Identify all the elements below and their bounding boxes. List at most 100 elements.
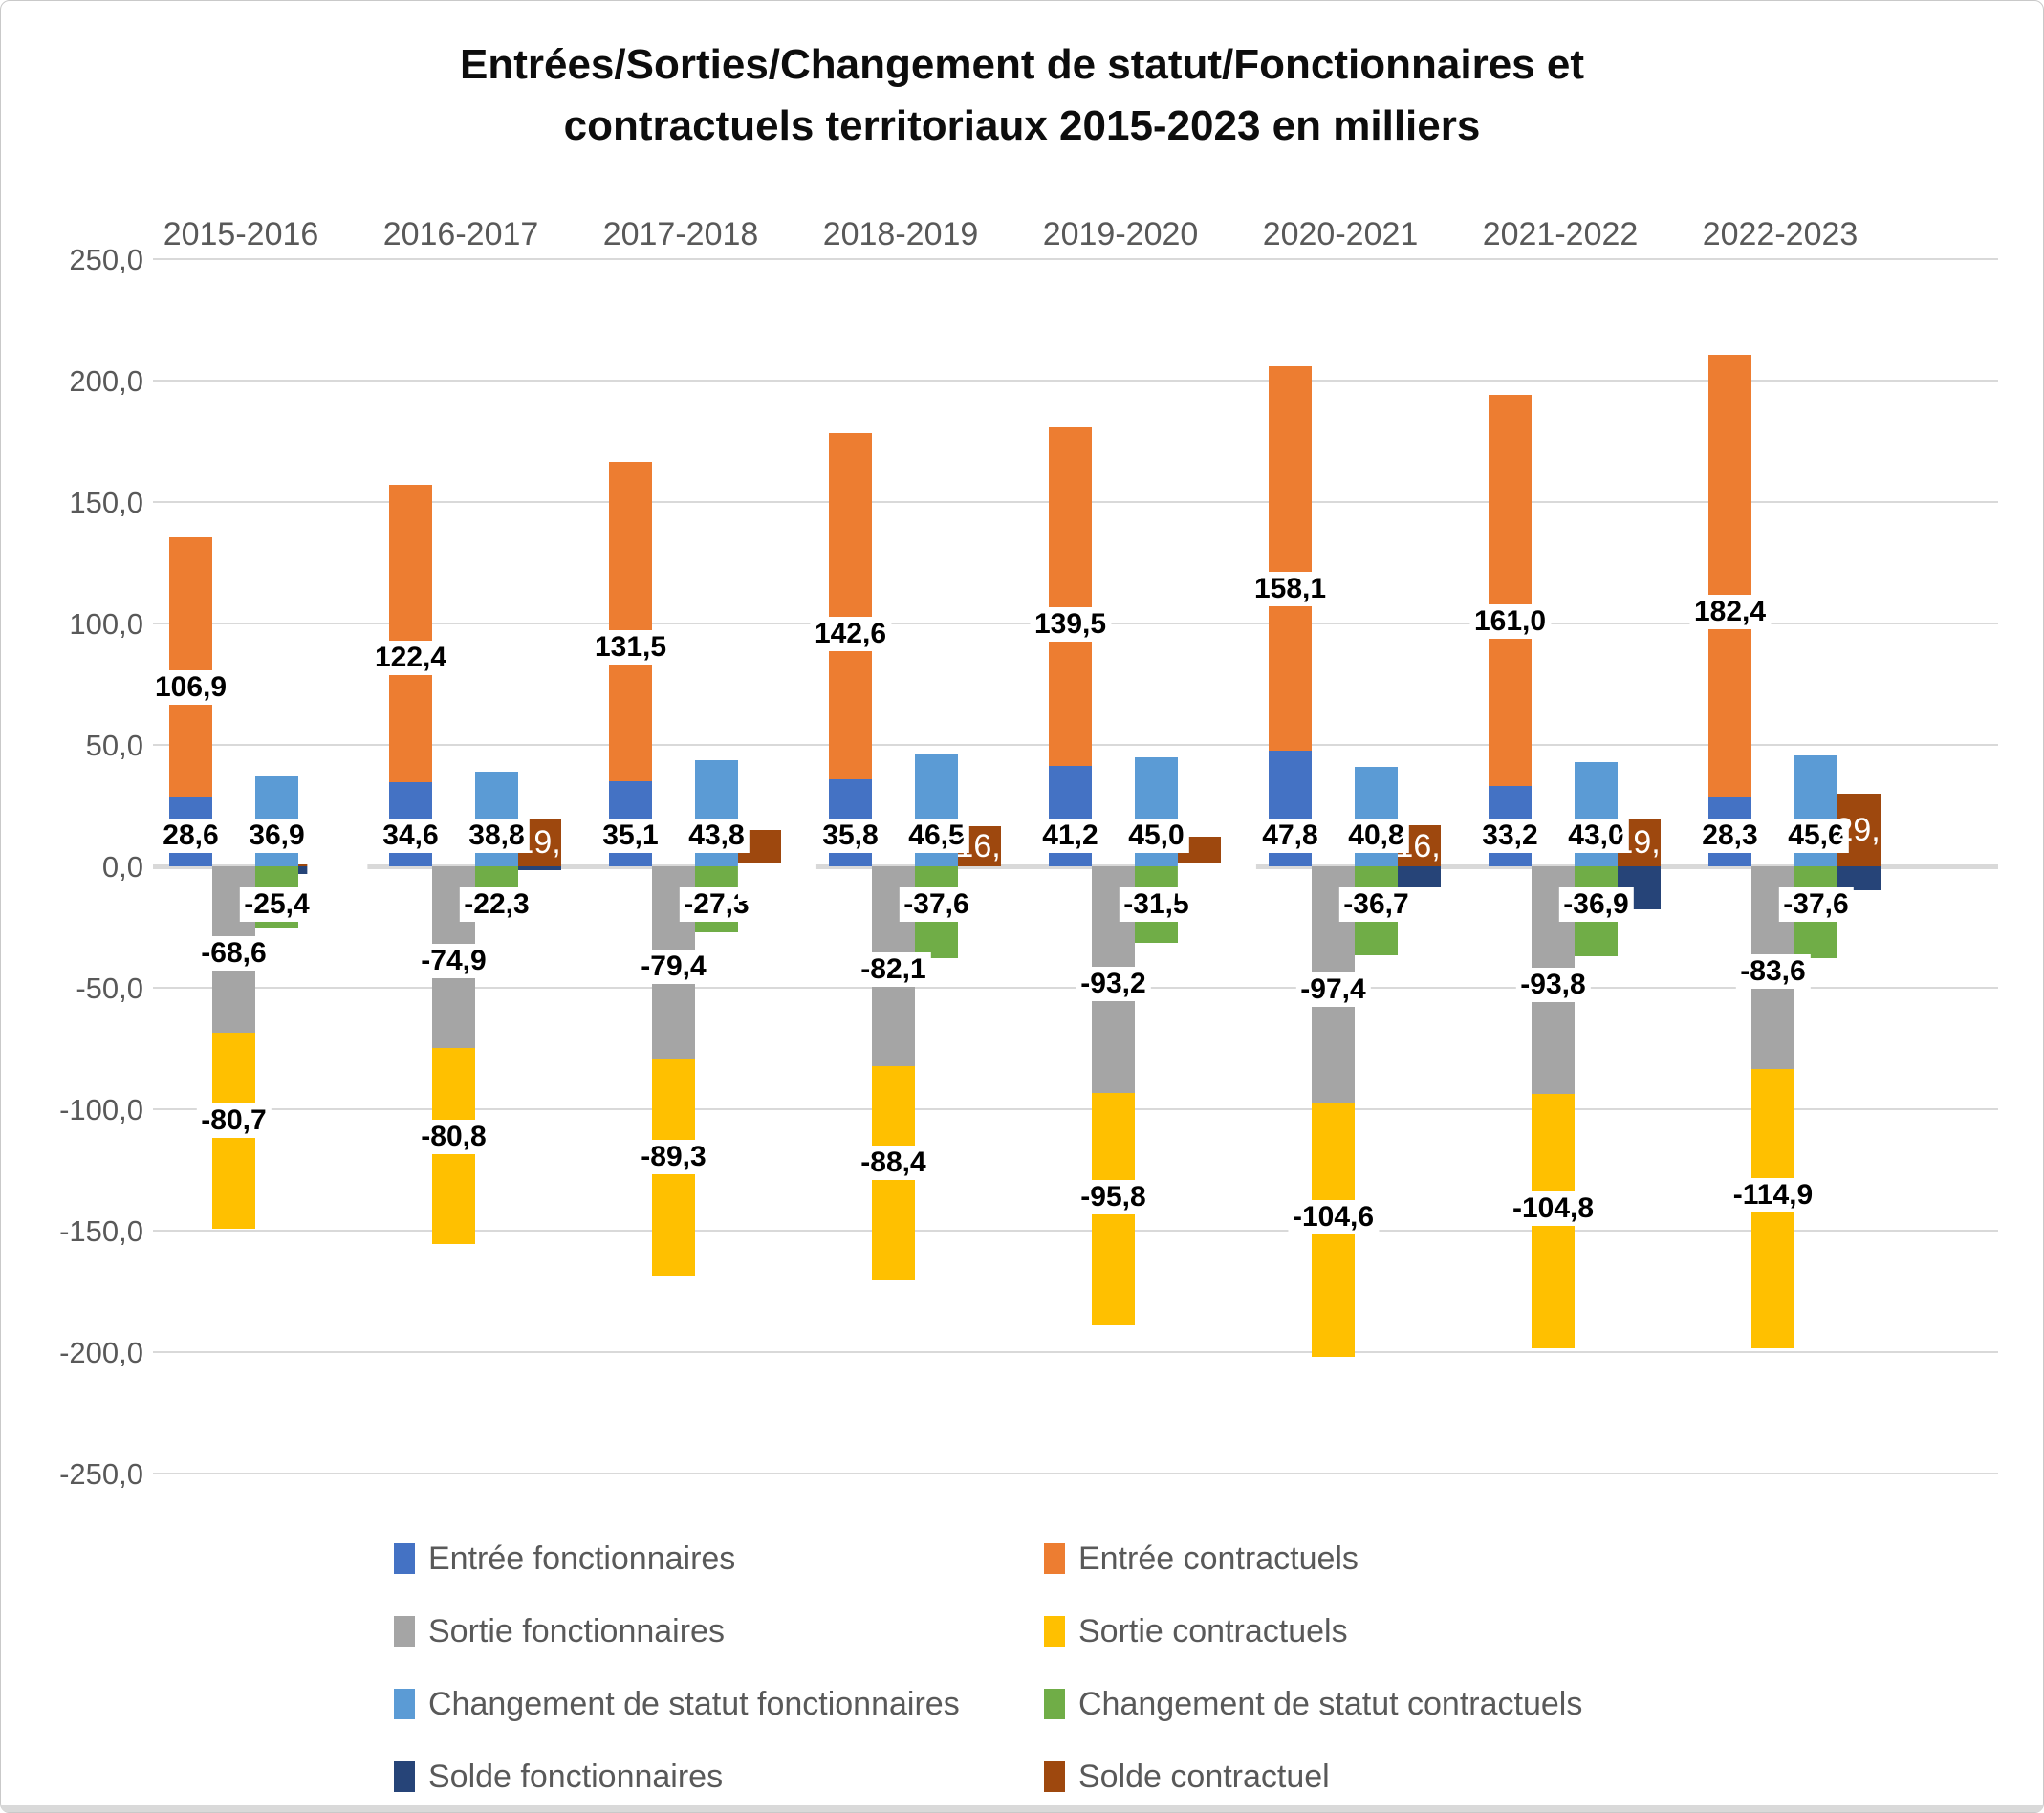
gridline: [153, 1108, 1998, 1110]
data-label-solde-contractuel: 16,6: [955, 827, 1019, 864]
legend-swatch: [1044, 1616, 1065, 1647]
data-label-entree-contractuels: 106,9: [149, 670, 232, 706]
bar-entree-contractuels: [609, 461, 652, 781]
data-label-sortie-fonctionnaires: -83,6: [1735, 954, 1811, 990]
data-label-sortie-fonctionnaires: -93,2: [1076, 967, 1151, 1002]
data-label-changement-de-statut-fonctionnaires: 43,8: [684, 819, 750, 853]
data-label-entree-contractuels: 122,4: [369, 640, 452, 675]
x-axis-category-label: 2019-2020: [1042, 216, 1199, 252]
legend-swatch: [394, 1616, 415, 1647]
data-label-entree-contractuels: 131,5: [589, 629, 672, 665]
chart-title-line2: contractuels territoriaux 2015-2023 en m…: [563, 102, 1481, 149]
data-label-changement-de-statut-contractuels: -27,3: [679, 887, 754, 922]
data-label-sortie-contractuels: -80,7: [196, 1103, 272, 1139]
legend-swatch: [394, 1689, 415, 1719]
data-label-sortie-fonctionnaires: -68,6: [196, 935, 272, 971]
data-label-sortie-contractuels: -95,8: [1076, 1180, 1151, 1215]
data-label-sortie-fonctionnaires: -74,9: [416, 943, 491, 978]
legend-item-changement-de-statut-fonctionnaires: Changement de statut fonctionnaires: [394, 1687, 960, 1721]
data-label-entree-fonctionnaires: 41,2: [1037, 819, 1103, 853]
x-axis-category-label: 2017-2018: [602, 216, 759, 252]
y-axis-tick-label: 250,0: [69, 243, 143, 276]
bar-entree-contractuels: [1708, 354, 1751, 798]
legend-item-solde-fonctionnaires: Solde fonctionnaires: [394, 1759, 723, 1794]
legend-label: Entrée fonctionnaires: [428, 1540, 736, 1577]
data-label-changement-de-statut-fonctionnaires: 43,0: [1563, 819, 1629, 853]
data-label-solde-contractuel: 12,2: [1177, 863, 1256, 901]
data-label-sortie-contractuels: -88,4: [856, 1145, 931, 1180]
data-label-entree-fonctionnaires: 35,8: [817, 819, 883, 853]
gridline: [153, 1473, 1998, 1474]
data-label-sortie-fonctionnaires: -97,4: [1295, 972, 1371, 1007]
legend-label: Entrée contractuels: [1078, 1540, 1359, 1577]
data-label-sortie-fonctionnaires: -82,1: [856, 952, 931, 988]
y-axis-tick-label: -200,0: [59, 1336, 143, 1369]
y-axis-tick-label: 200,0: [69, 364, 143, 398]
y-axis-tick-label: -250,0: [59, 1457, 143, 1491]
data-label-solde-contractuel: 29,9: [1835, 812, 1899, 849]
data-label-entree-fonctionnaires: 28,3: [1697, 819, 1763, 853]
data-label-changement-de-statut-contractuels: -37,6: [1778, 887, 1854, 922]
bar-entree-contractuels: [1489, 394, 1532, 786]
legend-swatch: [394, 1761, 415, 1792]
data-label-changement-de-statut-fonctionnaires: 45,6: [1783, 819, 1849, 853]
legend-label: Solde contractuel: [1078, 1758, 1330, 1795]
bar-solde-fonctionnaires: [1398, 866, 1441, 888]
data-label-changement-de-statut-fonctionnaires: 40,8: [1343, 819, 1409, 853]
data-label-changement-de-statut-contractuels: -36,9: [1558, 887, 1634, 922]
legend-item-solde-contractuel: Solde contractuel: [1044, 1759, 1330, 1794]
y-axis-tick-label: 50,0: [85, 729, 143, 762]
data-label-changement-de-statut-contractuels: -22,3: [459, 887, 534, 922]
data-label-solde-contractuel: 19,3: [1615, 824, 1679, 862]
legend-label: Solde fonctionnaires: [428, 1758, 724, 1795]
legend-label: Changement de statut contractuels: [1078, 1686, 1583, 1722]
data-label-solde-contractuel: 16,9: [1395, 827, 1459, 864]
legend-swatch: [1044, 1543, 1065, 1574]
data-label-changement-de-statut-fonctionnaires: 36,9: [244, 819, 310, 853]
bar-solde-fonctionnaires: [958, 865, 1001, 867]
y-axis-tick-label: -150,0: [59, 1214, 143, 1248]
data-label-changement-de-statut-contractuels: -36,7: [1338, 887, 1414, 922]
legend-label: Sortie contractuels: [1078, 1613, 1348, 1649]
x-axis-category-label: 2018-2019: [822, 216, 979, 252]
data-label-sortie-fonctionnaires: -79,4: [636, 949, 711, 984]
x-axis-category-label: 2015-2016: [163, 216, 319, 252]
x-axis-category-label: 2021-2022: [1482, 216, 1639, 252]
legend-label: Changement de statut fonctionnaires: [428, 1686, 960, 1722]
data-label-sortie-fonctionnaires: -93,8: [1515, 967, 1591, 1002]
data-label-entree-fonctionnaires: 35,1: [598, 819, 663, 853]
data-label-sortie-contractuels: -114,9: [1728, 1177, 1818, 1212]
bar-solde-fonctionnaires: [518, 866, 561, 870]
y-axis-tick-label: 0,0: [101, 850, 143, 884]
data-label-solde-contractuel: 19,3: [515, 824, 579, 862]
data-label-changement-de-statut-fonctionnaires: 38,8: [464, 819, 530, 853]
legend-item-entree-contractuels: Entrée contractuels: [1044, 1541, 1359, 1576]
data-label-entree-contractuels: 142,6: [809, 616, 892, 651]
legend-item-changement-de-statut-contractuels: Changement de statut contractuels: [1044, 1687, 1582, 1721]
y-axis-tick-label: 100,0: [69, 607, 143, 641]
bottom-edge-strip: [1, 1805, 2043, 1812]
y-axis-tick-label: 150,0: [69, 486, 143, 519]
gridline: [153, 1351, 1998, 1353]
x-axis-category-label: 2020-2021: [1262, 216, 1419, 252]
legend-swatch: [394, 1543, 415, 1574]
data-label-entree-fonctionnaires: 34,6: [378, 819, 444, 853]
data-label-entree-contractuels: 158,1: [1249, 571, 1332, 606]
data-label-changement-de-statut-fonctionnaires: 45,0: [1123, 819, 1189, 853]
data-label-entree-fonctionnaires: 28,6: [158, 819, 224, 853]
data-label-sortie-contractuels: -89,3: [636, 1139, 711, 1174]
data-label-solde-contractuel: 15,0: [737, 863, 816, 901]
data-label-entree-fonctionnaires: 33,2: [1477, 819, 1543, 853]
data-label-sortie-contractuels: -104,6: [1287, 1199, 1380, 1234]
legend-swatch: [1044, 1761, 1065, 1792]
data-label-changement-de-statut-contractuels: -37,6: [899, 887, 974, 922]
data-label-changement-de-statut-contractuels: -25,4: [239, 887, 315, 922]
bar-entree-contractuels: [389, 485, 432, 783]
data-label-entree-contractuels: 139,5: [1029, 606, 1112, 642]
legend-label: Sortie fonctionnaires: [428, 1613, 725, 1649]
bar-entree-contractuels: [169, 536, 212, 797]
bar-entree-contractuels: [1049, 427, 1092, 767]
zero-axis-line: [153, 864, 1998, 869]
